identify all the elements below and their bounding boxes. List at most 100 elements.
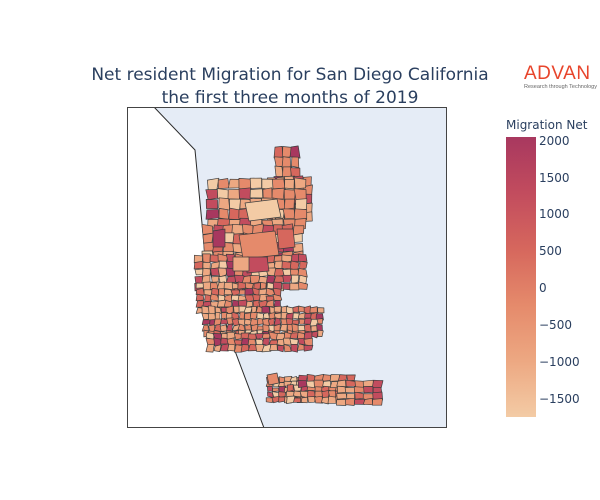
census-tract[interactable]	[261, 343, 272, 353]
census-tract[interactable]	[261, 306, 271, 314]
census-tract[interactable]	[205, 343, 215, 353]
census-tract[interactable]	[207, 177, 220, 191]
census-tract[interactable]	[297, 267, 308, 278]
census-tract[interactable]	[262, 187, 273, 199]
census-tract[interactable]	[202, 232, 214, 244]
census-tract[interactable]	[244, 287, 254, 297]
census-tract[interactable]	[256, 318, 265, 326]
census-tract[interactable]	[286, 384, 294, 393]
census-tract[interactable]	[226, 317, 234, 326]
census-tract[interactable]	[345, 379, 357, 387]
census-tract[interactable]	[291, 319, 300, 325]
census-tract[interactable]	[307, 396, 317, 403]
census-tract[interactable]	[260, 282, 267, 290]
census-tract[interactable]	[293, 390, 302, 398]
census-tract[interactable]	[249, 188, 264, 199]
census-tract[interactable]	[313, 379, 325, 388]
census-tract[interactable]	[281, 156, 291, 169]
census-tract[interactable]	[298, 253, 308, 262]
census-tract[interactable]	[272, 178, 286, 190]
census-tract[interactable]	[372, 398, 383, 406]
census-tract[interactable]	[205, 209, 220, 220]
census-tract[interactable]	[246, 256, 270, 274]
census-tract[interactable]	[283, 189, 296, 201]
census-tract[interactable]	[327, 395, 337, 404]
census-tract[interactable]	[202, 261, 211, 270]
census-tract[interactable]	[317, 329, 324, 337]
census-tract[interactable]	[239, 311, 245, 320]
census-tract[interactable]	[212, 228, 226, 248]
census-tract[interactable]	[300, 396, 308, 404]
census-tract[interactable]	[303, 323, 312, 333]
census-tract[interactable]	[241, 275, 253, 284]
census-tract[interactable]	[238, 230, 280, 260]
census-tract[interactable]	[291, 156, 300, 168]
census-tract[interactable]	[297, 380, 308, 389]
census-tract[interactable]	[207, 305, 216, 315]
census-tract[interactable]	[271, 187, 285, 200]
census-tract[interactable]	[283, 343, 292, 353]
census-tract[interactable]	[345, 397, 356, 406]
census-tract[interactable]	[304, 313, 312, 319]
census-tract[interactable]	[305, 380, 316, 389]
census-tract[interactable]	[293, 188, 307, 201]
census-tract[interactable]	[354, 391, 365, 400]
census-tract[interactable]	[265, 397, 274, 404]
census-tract[interactable]	[283, 198, 295, 210]
census-tract[interactable]	[219, 343, 230, 352]
census-tract[interactable]	[231, 282, 239, 290]
census-tract[interactable]	[363, 386, 374, 394]
census-tract[interactable]	[289, 260, 300, 270]
census-tract[interactable]	[273, 268, 285, 278]
census-tract[interactable]	[303, 337, 313, 347]
census-tract[interactable]	[298, 281, 308, 290]
census-tract[interactable]	[282, 274, 293, 283]
census-tract[interactable]	[267, 385, 273, 392]
census-tract[interactable]	[294, 177, 307, 190]
census-tract[interactable]	[273, 317, 282, 326]
census-tract[interactable]	[269, 343, 278, 351]
census-tract[interactable]	[336, 379, 347, 388]
census-tract[interactable]	[291, 274, 300, 284]
census-tract[interactable]	[223, 299, 232, 308]
census-tract[interactable]	[293, 397, 302, 403]
census-tract[interactable]	[201, 223, 214, 235]
census-tract[interactable]	[289, 145, 301, 159]
census-tract[interactable]	[201, 319, 211, 325]
census-tract[interactable]	[205, 189, 219, 201]
census-tract[interactable]	[277, 345, 285, 353]
census-tract[interactable]	[194, 268, 204, 276]
census-tract[interactable]	[336, 392, 348, 400]
census-tract[interactable]	[194, 275, 204, 284]
census-tract[interactable]	[202, 253, 211, 264]
census-tract[interactable]	[298, 274, 308, 284]
census-tract[interactable]	[274, 165, 284, 178]
census-tract[interactable]	[317, 307, 325, 314]
census-tract[interactable]	[322, 380, 332, 388]
census-tract[interactable]	[295, 198, 308, 211]
census-tract[interactable]	[279, 324, 288, 332]
census-tract[interactable]	[353, 386, 365, 394]
census-tract[interactable]	[193, 260, 204, 270]
census-tract[interactable]	[293, 208, 308, 220]
census-tract[interactable]	[321, 374, 332, 382]
census-tract[interactable]	[299, 260, 308, 271]
census-tract[interactable]	[213, 344, 222, 352]
census-tract[interactable]	[292, 312, 300, 320]
census-tract[interactable]	[273, 156, 284, 168]
census-tract[interactable]	[218, 208, 229, 220]
census-tract[interactable]	[237, 323, 246, 332]
census-tract[interactable]	[273, 305, 282, 313]
census-tract[interactable]	[272, 287, 282, 297]
census-tract[interactable]	[266, 372, 280, 386]
census-tract[interactable]	[232, 256, 250, 272]
census-tract[interactable]	[272, 293, 283, 302]
census-tract[interactable]	[309, 306, 318, 314]
census-tract[interactable]	[223, 281, 234, 291]
census-tract[interactable]	[303, 344, 314, 352]
census-tract[interactable]	[218, 288, 226, 297]
census-tract[interactable]	[289, 282, 301, 291]
census-tract[interactable]	[362, 379, 374, 388]
census-tract[interactable]	[321, 396, 330, 405]
census-tract[interactable]	[290, 343, 298, 353]
